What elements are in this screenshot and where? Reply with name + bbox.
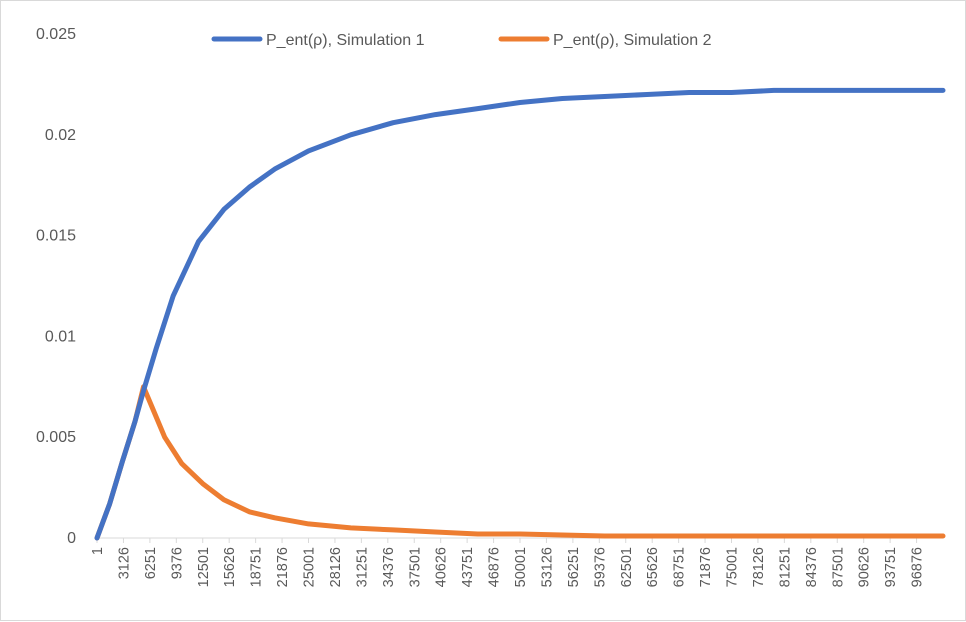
x-tick-label: 50001 xyxy=(513,547,529,587)
y-tick-label: 0.01 xyxy=(45,328,76,345)
y-tick-label: 0 xyxy=(67,530,76,547)
x-tick-label: 90626 xyxy=(857,547,873,587)
y-tick-label: 0.015 xyxy=(36,228,76,245)
x-tick-label: 68751 xyxy=(672,547,688,587)
x-tick-label: 34376 xyxy=(381,547,397,587)
y-tick-label: 0.02 xyxy=(45,127,76,144)
x-tick-label: 12501 xyxy=(196,547,212,587)
x-tick-label: 3126 xyxy=(116,547,132,579)
x-tick-label: 25001 xyxy=(302,547,318,587)
x-tick-label: 40626 xyxy=(434,547,450,587)
x-tick-label: 15626 xyxy=(222,547,238,587)
x-tick-label: 71876 xyxy=(698,547,714,587)
x-tick-label: 84376 xyxy=(804,547,820,587)
x-tick-label: 31251 xyxy=(354,547,370,587)
x-tick-label: 18751 xyxy=(249,547,265,587)
series-line-simulation-1 xyxy=(94,87,946,541)
x-tick-label: 46876 xyxy=(487,547,503,587)
x-tick-label: 75001 xyxy=(725,547,741,587)
y-tick-label: 0.005 xyxy=(36,429,76,446)
x-tick-label: 53126 xyxy=(539,547,555,587)
x-tick-label: 9376 xyxy=(169,547,185,579)
x-tick-label: 59376 xyxy=(592,547,608,587)
x-tick-label: 65626 xyxy=(645,547,661,587)
x-tick-label: 21876 xyxy=(275,547,291,587)
series-line-simulation-2 xyxy=(94,384,946,541)
x-tick-label: 37501 xyxy=(407,547,423,587)
x-tick-label: 78126 xyxy=(751,547,767,587)
x-tick-label: 87501 xyxy=(830,547,846,587)
x-tick-label: 62501 xyxy=(619,547,635,587)
x-tick-label: 1 xyxy=(90,547,106,555)
legend-label-simulation-2: P_ent(ρ), Simulation 2 xyxy=(553,32,712,49)
x-tick-label: 56251 xyxy=(566,547,582,587)
x-tick-label: 6251 xyxy=(143,547,159,579)
x-tick-label: 43751 xyxy=(460,547,476,587)
x-tick-label: 81251 xyxy=(777,547,793,587)
x-tick-label: 28126 xyxy=(328,547,344,587)
x-tick-label: 93751 xyxy=(883,547,899,587)
x-tick-label: 96876 xyxy=(910,547,926,587)
y-tick-label: 0.025 xyxy=(36,26,76,43)
legend-label-simulation-1: P_ent(ρ), Simulation 1 xyxy=(266,32,425,49)
